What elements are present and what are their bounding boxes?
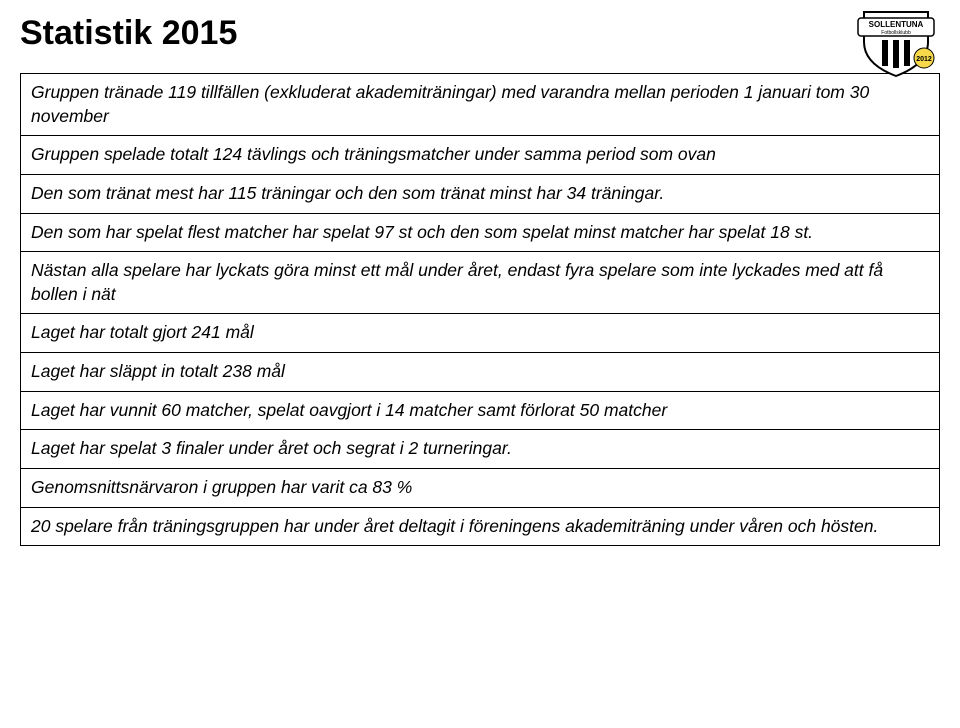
table-row: Gruppen spelade totalt 124 tävlings och … <box>21 136 940 175</box>
table-row: Laget har spelat 3 finaler under året oc… <box>21 430 940 469</box>
table-row: Nästan alla spelare har lyckats göra min… <box>21 252 940 314</box>
table-cell: Gruppen tränade 119 tillfällen (exkluder… <box>21 74 940 136</box>
table-cell: Laget har släppt in totalt 238 mål <box>21 353 940 392</box>
club-logo: SOLLENTUNA Fotbollsklubb 2012 <box>852 6 940 78</box>
table-cell: Genomsnittsnärvaron i gruppen har varit … <box>21 468 940 507</box>
table-cell: Nästan alla spelare har lyckats göra min… <box>21 252 940 314</box>
table-cell: Laget har totalt gjort 241 mål <box>21 314 940 353</box>
table-cell: Laget har vunnit 60 matcher, spelat oavg… <box>21 391 940 430</box>
page-title: Statistik 2015 <box>20 14 940 53</box>
table-cell: Den som tränat mest har 115 träningar oc… <box>21 174 940 213</box>
table-row: Laget har vunnit 60 matcher, spelat oavg… <box>21 391 940 430</box>
statistics-table-body: Gruppen tränade 119 tillfällen (exkluder… <box>21 74 940 546</box>
statistics-table: Gruppen tränade 119 tillfällen (exkluder… <box>20 73 940 546</box>
table-row: 20 spelare från träningsgruppen har unde… <box>21 507 940 546</box>
table-row: Den som tränat mest har 115 träningar oc… <box>21 174 940 213</box>
logo-club-name: SOLLENTUNA <box>869 20 924 29</box>
table-cell: Den som har spelat flest matcher har spe… <box>21 213 940 252</box>
table-row: Laget har totalt gjort 241 mål <box>21 314 940 353</box>
table-cell: 20 spelare från träningsgruppen har unde… <box>21 507 940 546</box>
table-row: Den som har spelat flest matcher har spe… <box>21 213 940 252</box>
logo-club-sub: Fotbollsklubb <box>881 30 911 36</box>
table-row: Genomsnittsnärvaron i gruppen har varit … <box>21 468 940 507</box>
table-cell: Gruppen spelade totalt 124 tävlings och … <box>21 136 940 175</box>
table-cell: Laget har spelat 3 finaler under året oc… <box>21 430 940 469</box>
table-row: Gruppen tränade 119 tillfällen (exkluder… <box>21 74 940 136</box>
table-row: Laget har släppt in totalt 238 mål <box>21 353 940 392</box>
logo-year: 2012 <box>916 56 932 63</box>
